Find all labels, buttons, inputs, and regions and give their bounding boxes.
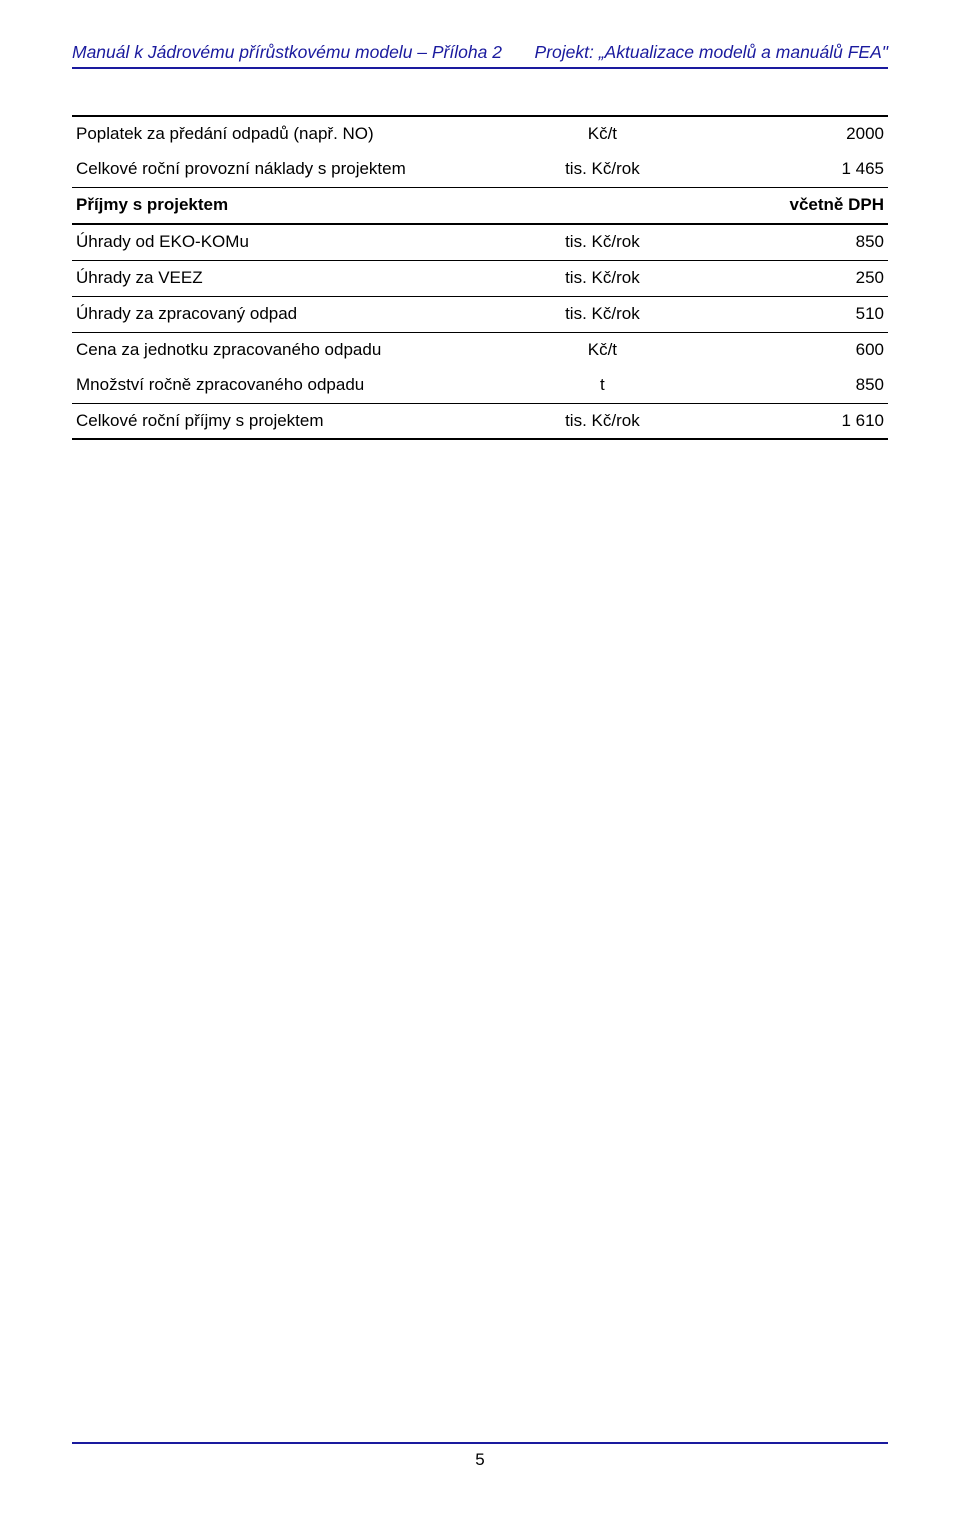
row-label: Celkové roční provozní náklady s projekt… bbox=[72, 152, 513, 187]
row-value: 850 bbox=[692, 224, 888, 260]
row-label: Cena za jednotku zpracovaného odpadu bbox=[72, 332, 513, 367]
table-row: Množství ročně zpracovaného odpadut850 bbox=[72, 368, 888, 403]
content: Poplatek za předání odpadů (např. NO)Kč/… bbox=[72, 115, 888, 440]
table-row: Úhrady za zpracovaný odpadtis. Kč/rok510 bbox=[72, 296, 888, 332]
row-value: 1 610 bbox=[692, 403, 888, 439]
table-body: Poplatek za předání odpadů (např. NO)Kč/… bbox=[72, 116, 888, 439]
row-unit: tis. Kč/rok bbox=[513, 152, 693, 187]
row-label: Příjmy s projektem bbox=[72, 187, 513, 223]
row-value: 850 bbox=[692, 368, 888, 403]
row-value: 600 bbox=[692, 332, 888, 367]
row-label: Poplatek za předání odpadů (např. NO) bbox=[72, 116, 513, 152]
row-value: včetně DPH bbox=[692, 187, 888, 223]
row-label: Celkové roční příjmy s projektem bbox=[72, 403, 513, 439]
table-row: Cena za jednotku zpracovaného odpaduKč/t… bbox=[72, 332, 888, 367]
row-unit: tis. Kč/rok bbox=[513, 260, 693, 296]
table-row: Úhrady od EKO-KOMutis. Kč/rok850 bbox=[72, 224, 888, 260]
table-row: Příjmy s projektem včetně DPH bbox=[72, 187, 888, 223]
row-value: 1 465 bbox=[692, 152, 888, 187]
row-label: Úhrady za VEEZ bbox=[72, 260, 513, 296]
page-number: 5 bbox=[475, 1450, 484, 1469]
row-unit bbox=[513, 187, 693, 223]
row-unit: Kč/t bbox=[513, 116, 693, 152]
row-unit: Kč/t bbox=[513, 332, 693, 367]
row-unit: tis. Kč/rok bbox=[513, 296, 693, 332]
table-row: Celkové roční provozní náklady s projekt… bbox=[72, 152, 888, 187]
table-row: Celkové roční příjmy s projektemtis. Kč/… bbox=[72, 403, 888, 439]
row-label: Úhrady od EKO-KOMu bbox=[72, 224, 513, 260]
row-value: 510 bbox=[692, 296, 888, 332]
header-left: Manuál k Jádrovému přírůstkovému modelu … bbox=[72, 42, 502, 63]
table-row: Poplatek za předání odpadů (např. NO)Kč/… bbox=[72, 116, 888, 152]
row-value: 2000 bbox=[692, 116, 888, 152]
header-right: Projekt: „Aktualizace modelů a manuálů F… bbox=[535, 42, 888, 63]
row-value: 250 bbox=[692, 260, 888, 296]
data-table: Poplatek za předání odpadů (např. NO)Kč/… bbox=[72, 115, 888, 440]
row-unit: t bbox=[513, 368, 693, 403]
row-unit: tis. Kč/rok bbox=[513, 224, 693, 260]
row-label: Množství ročně zpracovaného odpadu bbox=[72, 368, 513, 403]
table-row: Úhrady za VEEZtis. Kč/rok250 bbox=[72, 260, 888, 296]
row-unit: tis. Kč/rok bbox=[513, 403, 693, 439]
row-label: Úhrady za zpracovaný odpad bbox=[72, 296, 513, 332]
page-footer: 5 bbox=[72, 1442, 888, 1470]
page: Manuál k Jádrovému přírůstkovému modelu … bbox=[0, 0, 960, 1514]
page-header: Manuál k Jádrovému přírůstkovému modelu … bbox=[72, 42, 888, 69]
